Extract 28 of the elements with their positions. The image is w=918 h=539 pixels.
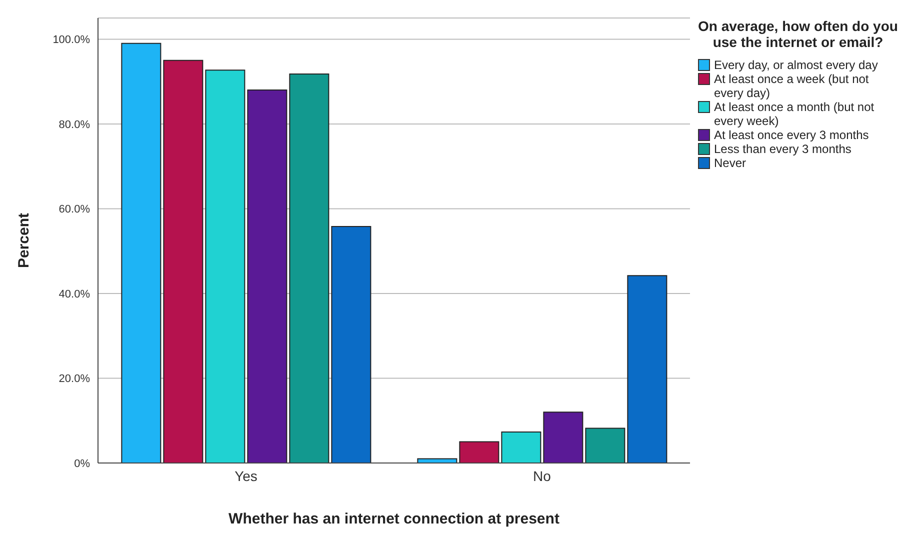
bar: [501, 432, 542, 463]
legend-title: On average, how often do you use the internet or email?: [698, 18, 898, 50]
y-tick-label: 80.0%: [58, 118, 90, 131]
bar: [627, 275, 668, 463]
bar: [163, 60, 204, 463]
y-tick-label: 20.0%: [58, 373, 90, 386]
bar: [289, 73, 330, 463]
bar: [585, 428, 626, 463]
y-tick-label: 0%: [74, 458, 90, 470]
legend-label: Less than every 3 months: [714, 142, 852, 156]
x-tick-label: No: [533, 468, 552, 484]
legend-label: At least once a week (but not every day): [714, 72, 870, 100]
bar: [543, 412, 584, 463]
x-tick-label: Yes: [234, 468, 258, 484]
legend-label: At least once every 3 months: [714, 128, 869, 142]
y-tick-label: 60.0%: [58, 204, 90, 216]
bar: [121, 42, 162, 463]
x-axis-title: Whether has an internet connection at present: [228, 510, 560, 528]
bar: [331, 226, 372, 463]
bar: [205, 70, 246, 463]
y-tick-label: 40.0%: [58, 288, 90, 300]
bar: [459, 441, 500, 463]
bar: [247, 90, 288, 463]
legend-label: Never: [714, 156, 746, 170]
y-tick-label: 100.0%: [52, 34, 90, 46]
legend-label: Every day, or almost every day: [714, 58, 878, 72]
legend-label: At least once a month (but not every week): [714, 100, 876, 128]
y-axis-title: Percent: [15, 212, 32, 268]
